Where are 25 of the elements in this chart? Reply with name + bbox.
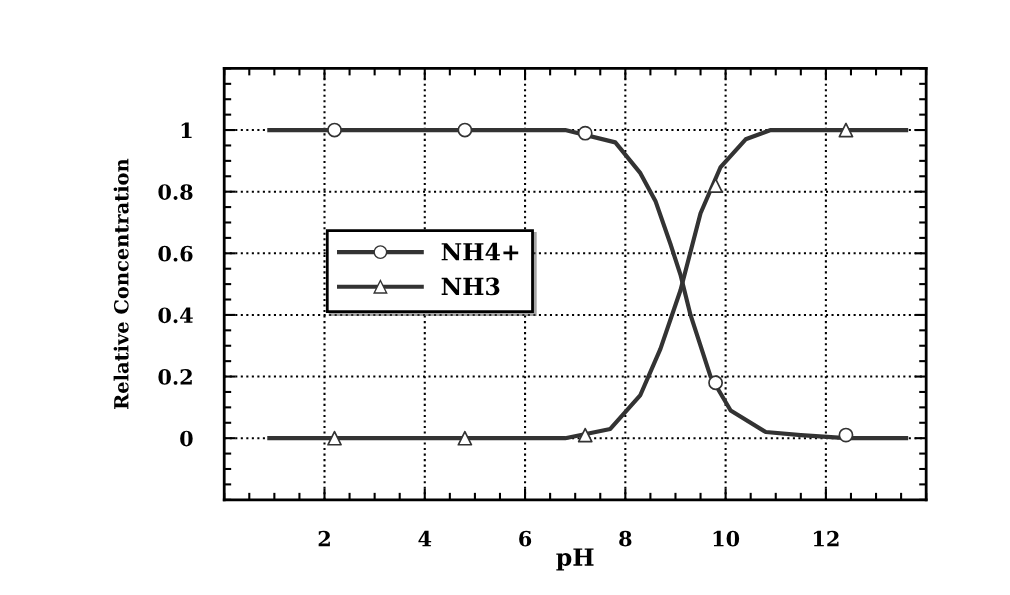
x-tick-label: 6	[519, 530, 532, 547]
x-tick-label: 10	[713, 530, 740, 547]
x-axis-title: pH	[556, 548, 594, 571]
point	[327, 122, 342, 138]
y-tick-label: 0	[180, 430, 193, 447]
y-axis-title: Relative Concentration	[113, 158, 129, 409]
point	[838, 122, 854, 138]
y-tick-label: 0.2	[158, 369, 192, 385]
x-tick-label: 2	[318, 530, 330, 547]
point	[577, 427, 593, 443]
y-tick-label: 0.8	[158, 184, 193, 200]
legend-label: NH3	[441, 277, 500, 296]
legend-label: NH4+	[441, 242, 519, 261]
point	[708, 375, 724, 391]
x-tick-label: 12	[813, 530, 839, 547]
y-tick-label: 0.6	[158, 245, 193, 262]
point	[327, 430, 342, 446]
point	[457, 430, 473, 446]
point	[457, 122, 473, 138]
y-tick-label: 0.4	[158, 307, 193, 324]
x-tick-label: 4	[418, 530, 432, 547]
x-tick-label: 8	[619, 530, 632, 547]
point	[577, 125, 593, 141]
point	[838, 427, 854, 443]
y-tick-label: 1	[181, 122, 192, 138]
